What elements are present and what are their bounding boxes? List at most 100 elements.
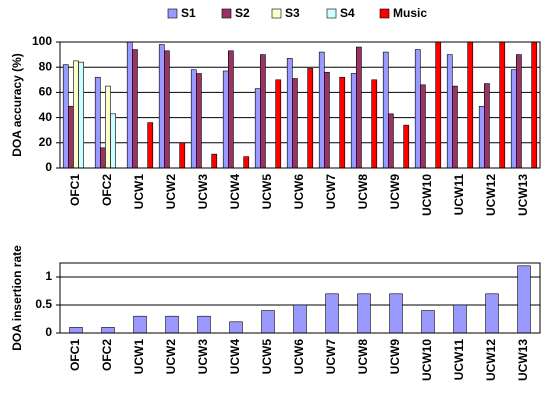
y-axis-label: DOA insertion rate <box>10 245 24 351</box>
x-tick-label: UCW8 <box>356 174 370 210</box>
bar <box>478 105 485 169</box>
bar <box>516 54 522 169</box>
bar <box>73 60 79 169</box>
x-tick-label: UCW13 <box>516 339 530 381</box>
bar <box>105 85 111 169</box>
plot-frame <box>59 41 541 169</box>
bar <box>179 142 186 169</box>
bar <box>164 50 170 169</box>
legend-swatch <box>271 8 282 19</box>
bar <box>101 327 115 334</box>
y-tick-label: 1 <box>45 269 52 283</box>
x-tick-label: UCW3 <box>196 339 210 375</box>
bar <box>446 54 453 169</box>
bar <box>421 310 435 334</box>
bar <box>453 304 467 334</box>
bar <box>261 310 275 334</box>
legend-label: Music <box>393 6 427 20</box>
bar <box>403 124 410 169</box>
legend-label: S2 <box>235 6 250 20</box>
bar <box>100 147 106 169</box>
legend-label: S1 <box>181 6 196 20</box>
x-tick-label: UCW1 <box>132 174 146 210</box>
bar <box>371 79 378 169</box>
y-tick-label: 0 <box>45 325 52 339</box>
x-tick-label: UCW2 <box>164 339 178 375</box>
bar <box>356 46 362 169</box>
bar <box>350 73 357 169</box>
legend-label: S3 <box>285 6 300 20</box>
x-tick-label: UCW11 <box>452 174 466 216</box>
bar <box>414 49 421 169</box>
x-tick-label: UCW10 <box>420 174 434 216</box>
bar <box>293 304 307 334</box>
x-tick-label: OFC1 <box>68 339 82 371</box>
bar <box>318 51 325 169</box>
bar <box>133 315 147 334</box>
bar <box>222 70 229 169</box>
bar <box>196 73 202 169</box>
bar <box>229 321 243 334</box>
x-tick-label: OFC2 <box>100 339 114 371</box>
bar <box>510 69 517 169</box>
x-tick-label: UCW9 <box>388 339 402 375</box>
bar <box>275 79 282 169</box>
bar <box>228 50 234 169</box>
x-tick-label: UCW6 <box>292 339 306 375</box>
y-tick-label: 0.5 <box>35 297 52 311</box>
bar <box>260 54 266 169</box>
y-tick-label: 40 <box>39 110 53 124</box>
x-tick-label: UCW5 <box>260 339 274 375</box>
x-tick-label: UCW8 <box>356 339 370 375</box>
y-tick-label: 0 <box>45 160 52 174</box>
bar <box>190 69 197 169</box>
y-tick-label: 100 <box>32 34 52 48</box>
bar <box>158 44 165 169</box>
x-tick-label: UCW5 <box>260 174 274 210</box>
y-tick-label: 60 <box>39 85 53 99</box>
x-tick-label: UCW3 <box>196 174 210 210</box>
bar <box>147 122 154 169</box>
bar <box>254 88 261 169</box>
bar <box>357 293 371 334</box>
x-tick-label: UCW7 <box>324 174 338 210</box>
x-tick-label: UCW12 <box>484 174 498 216</box>
bar <box>126 41 133 169</box>
bar <box>211 153 218 169</box>
bar <box>286 58 293 169</box>
x-tick-label: UCW6 <box>292 174 306 210</box>
x-tick-label: UCW10 <box>420 339 434 381</box>
x-tick-label: OFC1 <box>68 174 82 206</box>
x-tick-label: UCW7 <box>324 339 338 375</box>
legend-swatch <box>379 8 390 19</box>
x-tick-label: UCW4 <box>228 339 242 375</box>
bar <box>485 293 499 334</box>
legend-swatch <box>326 8 337 19</box>
x-tick-label: UCW11 <box>452 339 466 381</box>
y-axis-label: DOA accuracy (%) <box>10 53 24 157</box>
bar <box>78 61 84 169</box>
bar <box>389 293 403 334</box>
legend-swatch <box>167 8 178 19</box>
x-tick-label: UCW2 <box>164 174 178 210</box>
bar <box>420 84 426 169</box>
bar <box>307 68 314 169</box>
bar <box>94 76 101 169</box>
bar <box>68 105 74 169</box>
bar <box>325 293 339 334</box>
bar <box>69 327 83 334</box>
bar <box>243 156 250 169</box>
x-tick-label: UCW12 <box>484 339 498 381</box>
bar <box>531 41 538 169</box>
bar <box>435 41 442 169</box>
legend-label: S4 <box>340 6 355 20</box>
bar <box>382 51 389 169</box>
bar <box>165 315 179 334</box>
x-tick-label: UCW1 <box>132 339 146 375</box>
bar <box>339 76 346 169</box>
x-tick-label: UCW4 <box>228 174 242 210</box>
bar <box>452 85 458 169</box>
x-tick-label: UCW9 <box>388 174 402 210</box>
y-tick-label: 80 <box>39 59 53 73</box>
